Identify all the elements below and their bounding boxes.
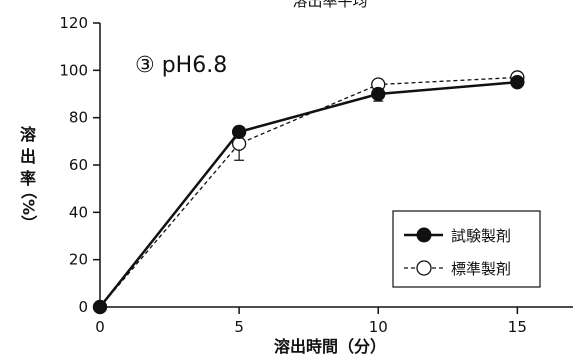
y-tick-label: 0 [78,298,88,316]
legend-marker-ref [416,260,432,276]
y-axis-title-char-1: 溶 [20,125,36,144]
y-tick-label: 20 [69,251,88,269]
series-layer [92,70,525,315]
y-axis-title-char-3: 率 [20,169,36,188]
x-axis-title: 溶出時間（分） [274,337,386,356]
y-tick-label: 100 [59,61,88,79]
y-axis-title-char-2: 出 [20,147,36,166]
x-tick-label: 5 [234,318,244,336]
y-tick-label: 40 [69,203,88,221]
legend-label-test: 試験製剤 [451,227,511,245]
top-caption: 溶出率平均 [292,0,367,10]
y-axis-title: 溶 出 率 （%） [19,125,38,231]
y-tick-label: 80 [69,109,88,127]
legend-label-ref: 標準製剤 [451,260,511,278]
data-point-test [92,299,108,315]
legend: 試験製剤 標準製剤 [392,210,541,288]
data-point-test [510,75,525,90]
data-point-test [231,124,247,140]
y-tick-label: 60 [69,156,88,174]
legend-marker-test [416,227,432,243]
panel-label: ③ pH6.8 [135,53,227,78]
data-point-ref [231,136,247,151]
x-tick-label: 0 [95,318,105,336]
x-tick-label: 15 [508,318,527,336]
legend-box [392,210,541,288]
y-tick-label: 120 [59,14,88,32]
series-line-test [99,80,518,308]
data-point-test [371,86,386,102]
x-tick-label: 10 [369,318,388,336]
y-axis-title-unit: （%） [19,183,38,231]
axes: 0 20 40 60 80 100 120 0 5 10 15 [59,14,573,336]
